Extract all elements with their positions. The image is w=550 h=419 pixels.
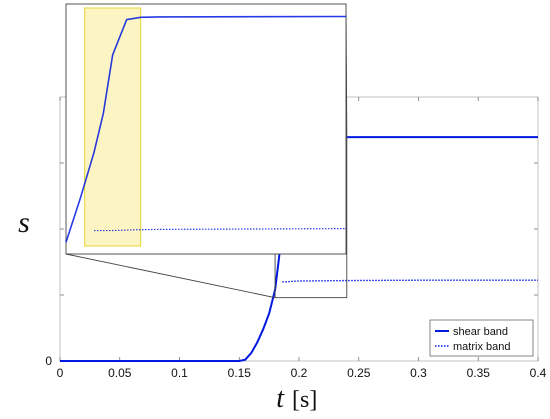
inset-series-line-shear-band (65, 15, 347, 243)
x-tick-label: 0.05 (108, 366, 132, 380)
y-tick-label: 0 (45, 354, 52, 368)
inset-highlight-band (84, 7, 142, 247)
x-tick-label: 0.25 (347, 366, 371, 380)
series-line-matrix-band (282, 279, 538, 283)
x-tick-label: 0.2 (291, 366, 308, 380)
x-axis-unit: [s] (292, 387, 317, 413)
x-tick-label: 0.15 (228, 366, 252, 380)
y-axis-label: s (18, 206, 30, 239)
legend: shear band matrix band (429, 319, 534, 357)
zoom-connector-left (65, 253, 276, 299)
legend-label-matrix-band: matrix band (453, 341, 510, 353)
x-tick-label: 0.4 (530, 366, 547, 380)
x-axis-ticks: 0 0.05 0.1 0.15 0.2 0.25 0.3 0.35 0.4 (57, 97, 547, 380)
x-tick-label: 0.35 (467, 366, 491, 380)
x-axis-label: t (276, 383, 285, 414)
inset-series-line-matrix-band (94, 228, 347, 232)
x-tick-label: 0 (57, 366, 64, 380)
legend-box (429, 319, 534, 357)
x-tick-label: 0.3 (410, 366, 427, 380)
inset-series (65, 15, 347, 243)
y-axis-ticks: 0 (45, 162, 538, 368)
x-tick-label: 0.1 (171, 366, 188, 380)
inset-zoom (65, 3, 347, 255)
legend-label-shear-band: shear band (453, 326, 508, 338)
